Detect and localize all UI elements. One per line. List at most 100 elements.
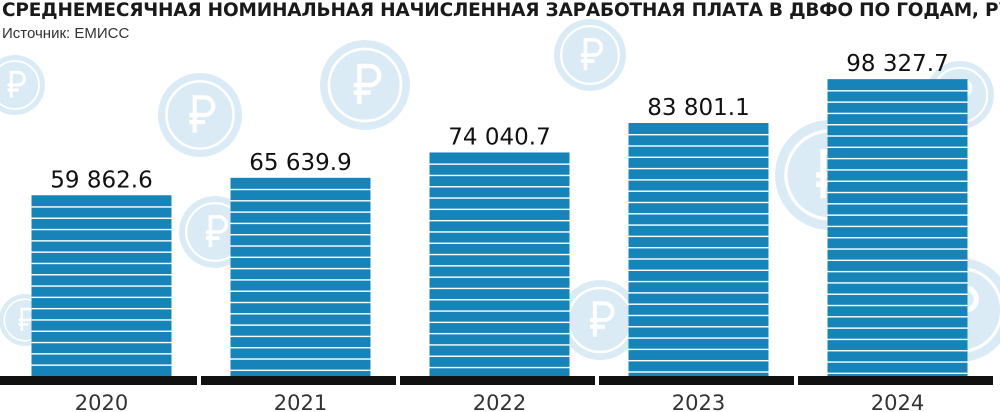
bar-stripe [827,372,968,375]
bar-stripe [429,344,570,346]
bar-stripe [31,240,172,242]
bar-stripe [827,124,968,126]
bar-stripe [628,359,769,362]
bar-group-2023: 83 801.1 2023 [628,95,769,412]
bar-stripe [31,206,172,208]
bar-stripe [827,157,968,160]
bar-stripe [628,258,769,260]
ruble-coin-icon [560,280,640,360]
bar-stripe [429,186,570,188]
bar-group-2024: 98 327.7 2024 [827,51,968,412]
bar-stripe [429,355,570,357]
bar-stripe [230,358,371,360]
bar-stripe [230,211,371,213]
bar [230,177,371,376]
bar-stripe [628,190,769,192]
bar-stripe [31,262,172,265]
bar-stripe [429,208,570,211]
bar-group-2022: 74 040.7 2022 [429,124,570,412]
ruble-coin-icon [320,40,410,130]
bar-stripe [628,167,769,170]
x-tick-label: 2021 [274,391,327,412]
bar-stripe [628,348,769,351]
baseline-segment [798,376,993,385]
bar-stripe [31,341,172,344]
bar-stripe [827,327,968,329]
bar-stripe [230,200,371,202]
bar-stripe [827,146,968,149]
baseline-segment [599,376,794,385]
bar-stripe [429,197,570,199]
bar-stripe [827,135,968,137]
x-axis-baseline [0,376,993,385]
bar-stripe [230,256,371,259]
x-tick-label: 2020 [75,391,128,412]
bar [628,122,769,376]
bar-stripe [429,242,570,244]
bar-stripe [230,188,371,191]
bar-stripe [429,299,570,301]
bar-stripe [628,133,769,136]
bar-stripe [827,237,968,239]
bar-stripe [230,347,371,349]
bar-stripe [230,369,371,372]
bar-stripe [31,285,172,287]
bar-stripe [230,279,371,281]
x-tick-label: 2024 [871,391,924,412]
bar-group-2021: 65 639.9 2021 [230,150,371,412]
bar-stripe [628,145,769,147]
bar-stripe [628,303,769,305]
bar-stripe [230,335,371,338]
chart-title: СРЕДНЕМЕСЯЧНАЯ НОМИНАЛЬНАЯ НАЧИСЛЕННАЯ З… [2,0,1000,21]
bar-stripe [429,321,570,324]
bar-stripe [31,274,172,276]
bar-stripe [827,282,968,284]
x-tick-label: 2022 [473,391,526,412]
bar-stripe [628,156,769,158]
bar-stripe [827,316,968,318]
bar-stripe [827,90,968,92]
ruble-coin-icon [0,55,45,115]
bar-stripe [429,231,570,233]
bar-stripe [31,353,172,355]
bar-stripe [827,214,968,216]
bar-stripe [827,112,968,115]
bar-stripe [827,101,968,103]
bar-stripe [827,304,968,307]
bar-stripe [31,330,172,332]
bar-stripe [429,163,570,165]
bar-stripe [31,307,172,310]
bar-stripe [628,292,769,294]
bar-stripe [628,314,769,317]
bar-stripe [628,213,769,215]
bar-stripe [827,338,968,341]
bar-stripe [429,174,570,177]
bar-stripe [429,253,570,256]
bar [827,79,968,377]
bar-stripe [429,219,570,222]
bar [429,152,570,376]
bar-stripe [230,313,371,315]
bar-stripe [628,269,769,271]
bar-stripe [628,337,769,339]
bar-stripe [827,293,968,295]
bar-stripe [827,259,968,262]
chart-source: Источник: ЕМИСС [2,25,130,42]
bar-stripe [827,350,968,352]
bar-stripe [827,191,968,194]
bar-stripe [827,169,968,171]
bar-stripe [230,301,371,304]
bar-stripe [230,245,371,247]
bar-stripe [429,310,570,312]
bar-stripe [230,290,371,292]
bar-stripe [827,225,968,228]
bar-stripe [31,364,172,366]
bar-stripe [628,280,769,283]
ruble-coin-icon [158,73,242,157]
bar-stripe [628,201,769,204]
bar-stripe [429,265,570,267]
bar-stripe [31,217,172,219]
data-label: 74 040.7 [448,124,550,150]
bar-stripe [429,287,570,290]
